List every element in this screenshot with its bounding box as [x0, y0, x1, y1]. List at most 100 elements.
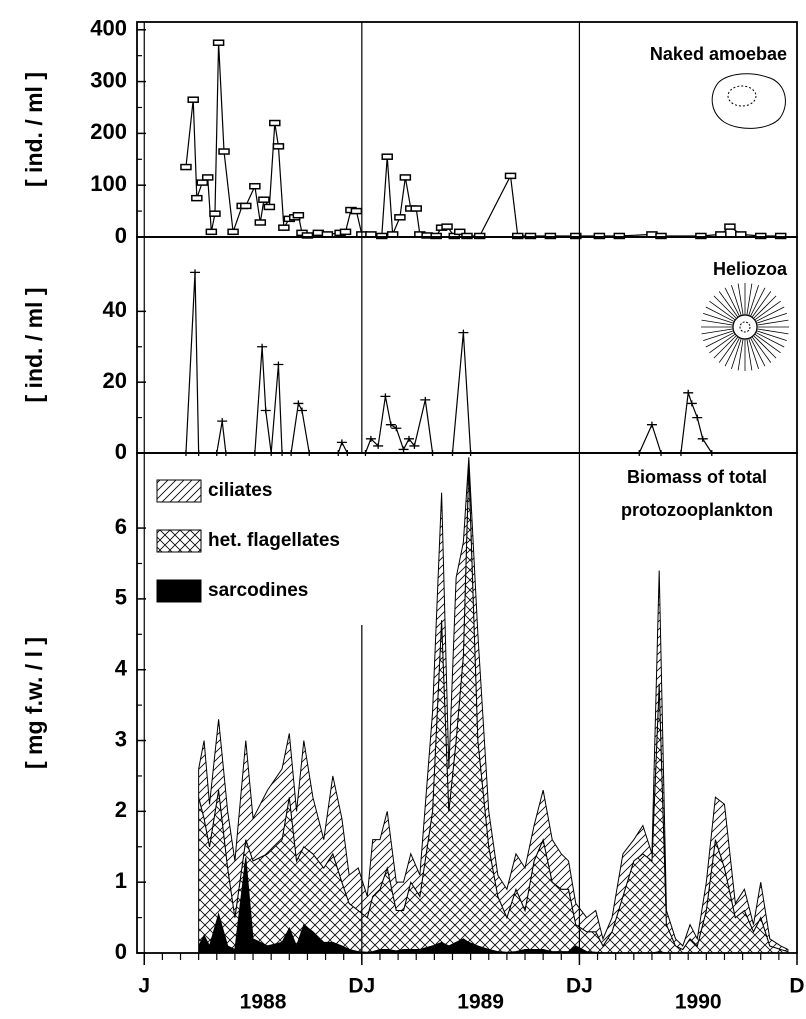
marker: [430, 232, 442, 240]
spike: [701, 328, 734, 335]
spike: [703, 330, 734, 341]
y-axis-label: [ ind. / ml ]: [21, 288, 47, 403]
marker: [524, 232, 537, 240]
legend-swatch: [156, 529, 202, 553]
spike: [705, 306, 735, 322]
marker: [410, 205, 422, 212]
marker: [339, 228, 352, 236]
marker: [504, 172, 517, 180]
spike: [754, 300, 781, 321]
marker: [409, 442, 420, 449]
y-tick-label: 0: [115, 939, 127, 964]
marker: [453, 228, 466, 236]
marker: [292, 211, 305, 219]
x-tick-label: DJ: [348, 975, 375, 998]
legend-swatch: [156, 579, 202, 603]
marker: [385, 421, 396, 428]
marker: [293, 400, 304, 407]
spike: [751, 336, 772, 363]
marker: [196, 179, 209, 186]
legend-label: ciliates: [208, 480, 272, 501]
spike: [748, 338, 759, 369]
area-hatch: [198, 457, 789, 953]
marker: [278, 224, 290, 231]
marker: [441, 223, 453, 230]
frame: [136, 452, 798, 954]
y-tick-label: 300: [90, 67, 127, 92]
spike: [753, 295, 777, 319]
marker: [570, 232, 582, 240]
marker: [420, 396, 431, 403]
spike: [718, 336, 739, 363]
marker: [683, 389, 694, 396]
spike: [755, 306, 785, 322]
marker: [240, 202, 252, 210]
y-tick-label: 2: [115, 797, 127, 822]
line: [185, 42, 781, 237]
marker: [655, 232, 667, 240]
spike: [724, 287, 740, 317]
marker: [399, 174, 412, 181]
marker: [391, 425, 402, 432]
marker: [380, 393, 391, 400]
spike: [750, 337, 766, 367]
marker: [613, 232, 626, 240]
panel: 0 20 40 [ ind. / ml ] Heliozoa: [21, 236, 798, 464]
spike: [703, 313, 734, 324]
spike: [737, 283, 744, 316]
marker: [180, 163, 192, 171]
panel: ciliates het. flagellates sarcodines 0 1 2 3 4 5…: [21, 452, 805, 1014]
year-label: 1988: [240, 991, 287, 1014]
marker: [336, 439, 347, 446]
legend-label: sarcodines: [208, 580, 308, 601]
marker: [512, 232, 524, 240]
spike: [746, 283, 753, 316]
panel-title: protozooplankton: [621, 500, 773, 520]
marker: [686, 400, 697, 407]
marker: [695, 232, 707, 240]
y-tick-label: 0: [115, 223, 127, 248]
marker: [217, 418, 228, 425]
spike: [709, 300, 736, 321]
y-tick-label: 0: [115, 439, 127, 464]
marker: [398, 446, 409, 453]
amoeba-icon: [711, 73, 786, 129]
marker: [263, 203, 276, 211]
marker: [373, 442, 384, 449]
y-tick-label: 20: [103, 368, 127, 393]
marker: [273, 361, 284, 368]
marker: [297, 407, 307, 414]
y-tick-label: 1: [115, 868, 127, 893]
marker: [473, 232, 486, 240]
spike: [718, 291, 739, 318]
spike: [731, 338, 742, 369]
marker: [593, 232, 606, 240]
marker: [724, 223, 736, 230]
marker: [254, 219, 267, 226]
marker: [272, 143, 285, 150]
marker: [205, 228, 218, 236]
spike: [737, 338, 744, 371]
spike: [701, 319, 734, 326]
marker: [394, 214, 406, 221]
marker: [258, 196, 270, 203]
legend-label: het. flagellates: [208, 530, 340, 551]
spike: [713, 295, 737, 319]
spike: [751, 291, 772, 318]
y-axis-label: [ ind. / ml ]: [21, 72, 47, 187]
marker: [201, 174, 214, 181]
spike: [705, 332, 735, 348]
marker: [249, 182, 261, 190]
year-label: 1990: [675, 991, 722, 1014]
panel-title: Biomass of total: [627, 467, 767, 487]
spike: [756, 328, 789, 335]
spike: [731, 285, 742, 316]
marker: [697, 435, 708, 442]
marker: [187, 96, 199, 103]
y-tick-label: 4: [115, 656, 128, 681]
spike: [755, 332, 785, 348]
spike: [746, 338, 753, 371]
spike: [724, 337, 740, 367]
